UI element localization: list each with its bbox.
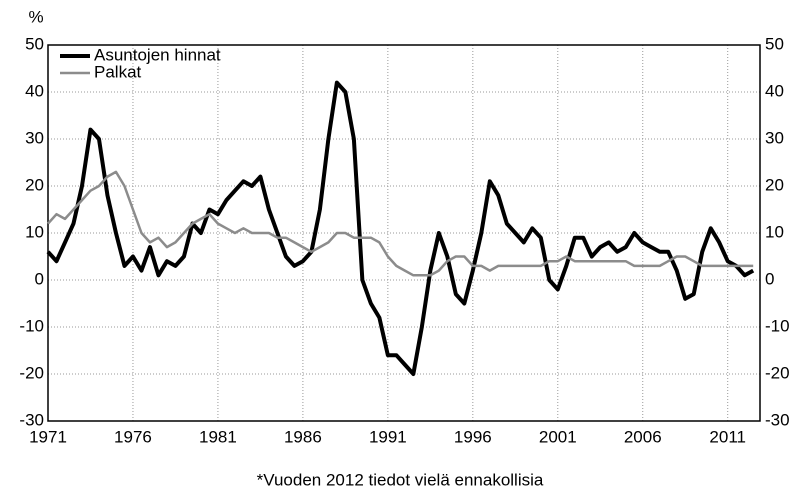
y-tick-label: 50	[25, 34, 44, 53]
x-tick-label: 1996	[454, 427, 492, 446]
x-tick-label: 2001	[539, 427, 577, 446]
y2-tick-label: 50	[765, 34, 784, 53]
y2-tick-label: -30	[765, 410, 790, 429]
x-tick-label: 1981	[199, 427, 237, 446]
y-unit: %	[28, 7, 43, 26]
plot-frame	[47, 44, 761, 422]
y-tick-label: 10	[25, 222, 44, 241]
y2-tick-label: 20	[765, 175, 784, 194]
y-tick-label: 30	[25, 128, 44, 147]
y2-tick-label: -20	[765, 363, 790, 382]
series-line	[46, 80, 755, 376]
y-tick-label: 20	[25, 175, 44, 194]
x-tick-label: 2011	[709, 427, 746, 446]
y2-tick-label: -10	[765, 316, 790, 335]
legend-label: Palkat	[94, 62, 142, 81]
y2-tick-label: 0	[765, 269, 774, 288]
y2-tick-label: 30	[765, 128, 784, 147]
legend-label: Asuntojen hinnat	[94, 45, 221, 64]
x-tick-label: 2006	[624, 427, 662, 446]
note: *Vuoden 2012 tiedot vielä ennakollisia	[257, 470, 544, 489]
y-tick-label: 40	[25, 81, 44, 100]
y-tick-label: -10	[19, 316, 44, 335]
x-tick-label: 1991	[369, 427, 407, 446]
y-tick-label: 0	[35, 269, 44, 288]
x-tick-label: 1971	[29, 427, 67, 446]
x-tick-label: 1986	[284, 427, 322, 446]
y2-tick-label: 40	[765, 81, 784, 100]
series-line	[47, 170, 754, 277]
y-tick-label: -30	[19, 410, 44, 429]
y-tick-label: -20	[19, 363, 44, 382]
x-tick-label: 1976	[114, 427, 152, 446]
y2-tick-label: 10	[765, 222, 784, 241]
